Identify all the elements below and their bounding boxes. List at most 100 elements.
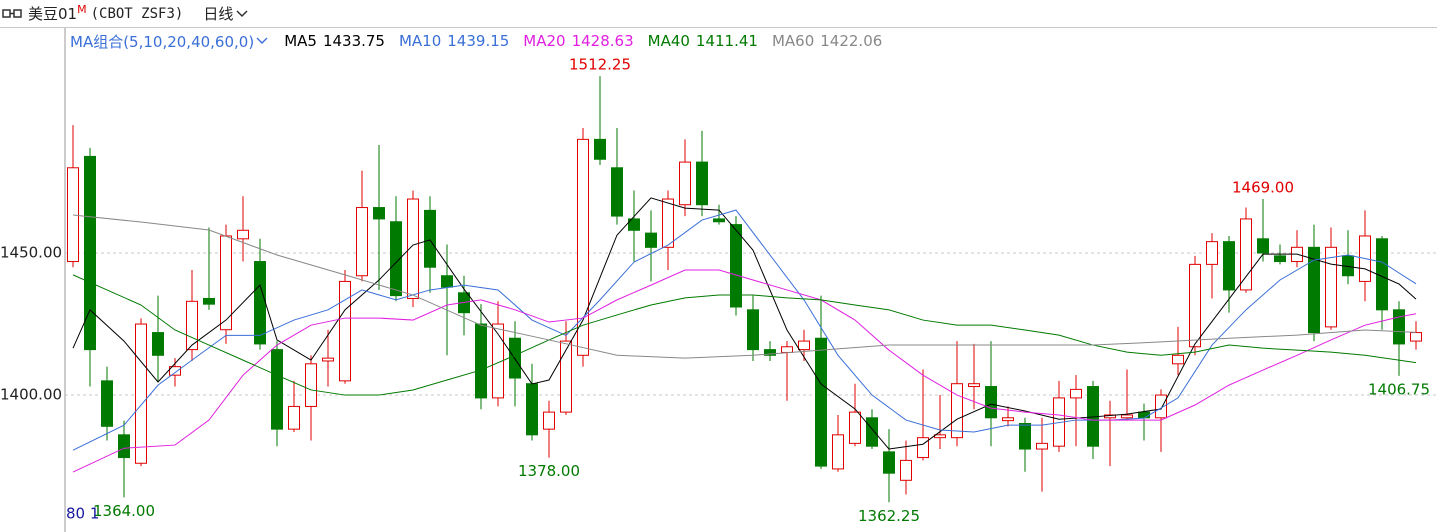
candle-body: [1172, 354, 1184, 365]
candle-body: [883, 451, 895, 474]
candle-body: [577, 138, 589, 356]
candle-body: [679, 161, 691, 206]
legend-item[interactable]: MA5 1433.75: [284, 32, 385, 50]
candle-body: [407, 198, 419, 299]
candle-body: [1223, 241, 1235, 291]
candle-body: [764, 349, 776, 356]
candle-body: [866, 417, 878, 447]
y-tick-label: 1450.00: [0, 244, 62, 262]
candle-body: [1155, 394, 1167, 419]
candle-body: [1325, 246, 1337, 328]
legend-item[interactable]: MA10 1439.15: [399, 32, 509, 50]
candle-body: [951, 383, 963, 439]
candle-body: [271, 349, 283, 430]
candle-body: [985, 386, 997, 419]
extreme-label: 1364.00: [93, 502, 155, 520]
candle-body: [373, 207, 385, 220]
candle-body: [1189, 263, 1201, 348]
candle-body: [849, 411, 861, 444]
legend-name: MA5: [284, 32, 317, 50]
candle-body: [237, 229, 249, 240]
candle-body: [730, 224, 742, 308]
candle-body: [832, 434, 844, 470]
candle-body: [254, 261, 266, 345]
indicator-select[interactable]: MA组合(5,10,20,40,60,0): [70, 32, 255, 51]
candle-body: [169, 366, 181, 376]
candle-body: [560, 340, 572, 413]
candle-body: [594, 138, 606, 160]
candle-body: [203, 297, 215, 305]
candle-body: [781, 346, 793, 353]
ma-legend: MA组合(5,10,20,40,60,0) MA5 1433.75 MA10 1439…: [70, 30, 896, 52]
candle-body: [356, 207, 368, 277]
extreme-label: 1469.00: [1232, 179, 1294, 197]
candle-body: [390, 221, 402, 297]
candle-body: [628, 218, 640, 231]
candle-body: [1121, 414, 1133, 419]
candle-body: [662, 198, 674, 248]
legend-item[interactable]: MA20 1428.63: [523, 32, 633, 50]
candle-body: [1274, 255, 1286, 263]
ma-line: [72, 214, 1417, 359]
candle-body: [441, 275, 453, 288]
legend-value: 1422.06: [820, 32, 883, 50]
legend-value: 1428.63: [571, 32, 634, 50]
candle-body: [288, 405, 300, 430]
candle-body: [186, 300, 198, 351]
candle-body: [305, 363, 317, 407]
candle-body: [67, 167, 79, 263]
candle-body: [798, 340, 810, 351]
symbol-name[interactable]: 美豆01: [28, 5, 78, 23]
indicator-chevron[interactable]: [254, 36, 270, 46]
candle-body: [1257, 238, 1269, 254]
candle-body: [526, 383, 538, 436]
symbol-mark: M: [77, 3, 87, 16]
candle-body: [1240, 218, 1252, 291]
symbol-code: (CBOT ZSF3): [90, 5, 184, 22]
candle-body: [611, 167, 623, 217]
candle-body: [696, 161, 708, 206]
period-chevron[interactable]: [235, 9, 249, 19]
legend-name: MA60: [771, 32, 815, 50]
legend-value: 1411.41: [695, 32, 758, 50]
ma-line: [72, 209, 1417, 451]
toolbar: 美豆01 M (CBOT ZSF3) 日线: [0, 0, 1437, 28]
extreme-label: 1512.25: [569, 56, 631, 74]
candle-body: [339, 280, 351, 382]
extreme-label: 1362.25: [858, 507, 920, 525]
ma-line: [72, 274, 1417, 396]
candle-body: [492, 323, 504, 399]
candle-body: [475, 323, 487, 399]
legend-name: MA10: [398, 32, 442, 50]
ma-line: [72, 269, 1417, 473]
legend-value: 1433.75: [322, 32, 385, 50]
candle-body: [322, 357, 334, 362]
legend-name: MA20: [523, 32, 566, 50]
candle-body: [900, 459, 912, 481]
candle-body: [101, 380, 113, 427]
menu-icon[interactable]: [2, 7, 24, 21]
candle-body: [645, 232, 657, 248]
legend-item[interactable]: MA40 1411.41: [648, 32, 758, 50]
extreme-label: 1406.75: [1368, 380, 1430, 398]
candle-body: [815, 337, 827, 467]
candle-body: [1308, 246, 1320, 334]
ma-line: [72, 197, 1417, 450]
legend-item[interactable]: MA60 1422.06: [772, 32, 882, 50]
candle-body: [84, 155, 96, 351]
candle-body: [1410, 332, 1422, 342]
period-select[interactable]: 日线: [203, 5, 234, 23]
y-tick-label: 1400.00: [0, 386, 62, 404]
candle-body: [1019, 422, 1031, 450]
legend-name: MA40: [647, 32, 690, 50]
candle-body: [713, 218, 725, 223]
candle-body: [1206, 241, 1218, 265]
candle-body: [424, 209, 436, 268]
candle-body: [1036, 442, 1048, 450]
candle-body: [1393, 309, 1405, 345]
legend-value: 1439.15: [447, 32, 510, 50]
candle-body: [968, 383, 980, 388]
candle-body: [1138, 411, 1150, 419]
footer-text: 80 1: [66, 505, 99, 523]
